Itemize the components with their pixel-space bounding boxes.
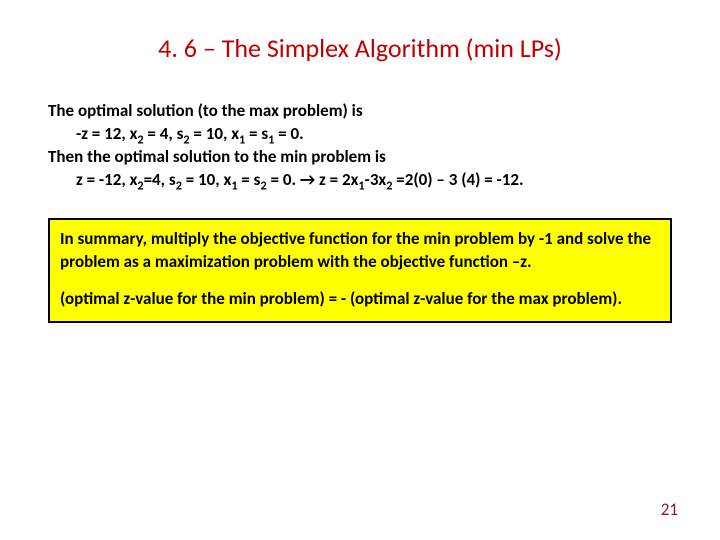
summary-gap [60, 274, 660, 288]
slide-title: 4. 6 – The Simplex Algorithm (min LPs) [48, 24, 672, 64]
body-line-2: -z = 12, x2 = 4, s2 = 10, x1 = s1 = 0. [48, 123, 672, 146]
summary-para-2: (optimal z-value for the min problem) = … [60, 288, 660, 311]
page-number: 21 [661, 499, 678, 520]
body-line-1: The optimal solution (to the max problem… [48, 100, 672, 123]
slide-container: 4. 6 – The Simplex Algorithm (min LPs) T… [0, 0, 720, 540]
summary-box: In summary, multiply the objective funct… [48, 218, 672, 323]
body-line-3: Then the optimal solution to the min pro… [48, 146, 672, 169]
solution-body: The optimal solution (to the max problem… [48, 100, 672, 192]
body-line-4: z = -12, x2=4, s2 = 10, x1 = s2 = 0. → z… [48, 169, 672, 192]
summary-para-1: In summary, multiply the objective funct… [60, 228, 660, 274]
